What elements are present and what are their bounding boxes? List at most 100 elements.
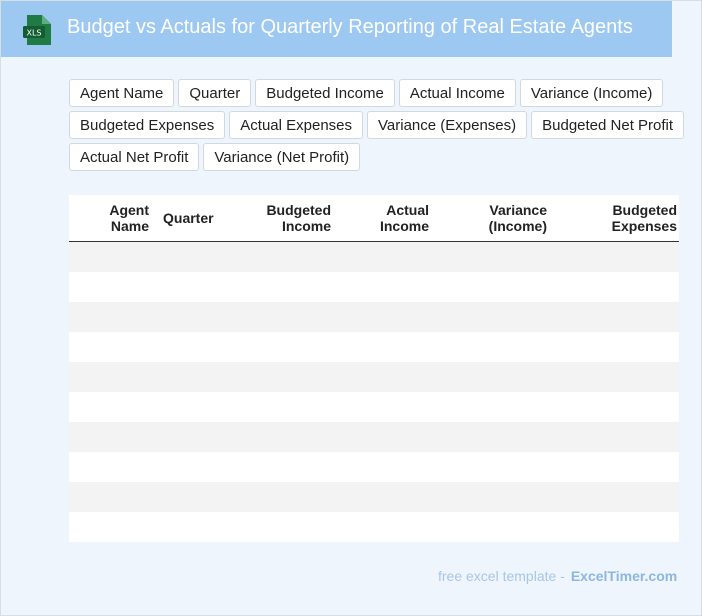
table-cell[interactable]: [431, 482, 549, 512]
table-cell[interactable]: [69, 392, 151, 422]
column-header[interactable]: Actual Income: [333, 195, 431, 242]
table-cell[interactable]: [549, 452, 679, 482]
table-cell[interactable]: [431, 422, 549, 452]
table-cell[interactable]: [333, 272, 431, 302]
column-header[interactable]: Variance (Income): [431, 195, 549, 242]
table-cell[interactable]: [151, 302, 221, 332]
table-cell[interactable]: [431, 272, 549, 302]
xls-icon-label: XLS: [26, 29, 41, 38]
table-cell[interactable]: [221, 452, 333, 482]
table-cell[interactable]: [549, 392, 679, 422]
column-chip[interactable]: Agent Name: [69, 79, 175, 107]
table-cell[interactable]: [431, 362, 549, 392]
table-cell[interactable]: [221, 272, 333, 302]
data-table-container: Agent Name Quarter Budgeted Income Actual Inco…: [69, 195, 679, 542]
column-chip[interactable]: Quarter: [178, 79, 252, 107]
table-cell[interactable]: [549, 272, 679, 302]
xls-file-icon: XLS: [23, 15, 51, 45]
table-cell[interactable]: [69, 422, 151, 452]
table-cell[interactable]: [221, 422, 333, 452]
column-header-label: Income: [379, 218, 429, 234]
table-cell[interactable]: [151, 362, 221, 392]
footer-brand-link[interactable]: ExcelTimer.com: [570, 568, 678, 584]
table-cell[interactable]: [431, 452, 549, 482]
column-chip[interactable]: Variance (Net Profit): [203, 143, 361, 171]
table-cell[interactable]: [151, 482, 221, 512]
table-cell[interactable]: [549, 362, 679, 392]
footer-credit: free excel template - ExcelTimer.com: [438, 568, 677, 584]
table-cell[interactable]: [431, 512, 549, 542]
column-chip[interactable]: Budgeted Income: [255, 79, 395, 107]
table-cell[interactable]: [221, 302, 333, 332]
table-cell[interactable]: [549, 482, 679, 512]
table-cell[interactable]: [69, 241, 151, 272]
table-cell[interactable]: [151, 512, 221, 542]
table-cell[interactable]: [333, 392, 431, 422]
table-cell[interactable]: [333, 482, 431, 512]
column-chip[interactable]: Variance (Income): [519, 79, 664, 107]
table-body: [69, 241, 679, 543]
table-row: [69, 332, 679, 362]
table-cell[interactable]: [69, 302, 151, 332]
table-row: [69, 452, 679, 482]
table-cell[interactable]: [221, 512, 333, 542]
column-header-label: Income: [281, 218, 331, 234]
table-cell[interactable]: [221, 241, 333, 272]
table-cell[interactable]: [69, 512, 151, 542]
table-cell[interactable]: [333, 332, 431, 362]
table-cell[interactable]: [221, 392, 333, 422]
table-cell[interactable]: [151, 422, 221, 452]
page-title: Budget vs Actuals for Quarterly Reportin…: [67, 16, 633, 38]
table-row: [69, 362, 679, 392]
table-cell[interactable]: [221, 332, 333, 362]
column-chip[interactable]: Budgeted Net Profit: [531, 111, 685, 139]
table-cell[interactable]: [69, 332, 151, 362]
table-cell[interactable]: [69, 452, 151, 482]
table-header-row: Agent Name Quarter Budgeted Income Actual Inco…: [69, 195, 679, 242]
table-row: [69, 422, 679, 452]
column-header[interactable]: Budgeted Income: [221, 195, 333, 242]
table-cell[interactable]: [151, 332, 221, 362]
table-cell[interactable]: [333, 422, 431, 452]
column-header[interactable]: Quarter: [151, 195, 221, 242]
table-row: [69, 512, 679, 542]
table-cell[interactable]: [221, 482, 333, 512]
table-cell[interactable]: [151, 272, 221, 302]
data-table: Agent Name Quarter Budgeted Income Actual Inco…: [69, 195, 679, 542]
table-cell[interactable]: [333, 512, 431, 542]
table-cell[interactable]: [69, 482, 151, 512]
table-cell[interactable]: [549, 332, 679, 362]
column-chip[interactable]: Variance (Expenses): [367, 111, 528, 139]
table-cell[interactable]: [431, 302, 549, 332]
table-cell[interactable]: [151, 392, 221, 422]
column-header-label: Quarter: [163, 210, 214, 226]
column-header[interactable]: Budgeted Expenses: [549, 195, 679, 242]
column-header[interactable]: Agent Name: [69, 195, 151, 242]
column-header-label: (Income): [488, 218, 547, 234]
table-cell[interactable]: [69, 362, 151, 392]
table-cell[interactable]: [431, 392, 549, 422]
table-cell[interactable]: [549, 302, 679, 332]
table-cell[interactable]: [549, 422, 679, 452]
table-cell[interactable]: [221, 362, 333, 392]
column-header-label: Actual: [386, 202, 429, 218]
column-header-label: Name: [110, 218, 149, 234]
table-cell[interactable]: [549, 241, 679, 272]
column-chip[interactable]: Budgeted Expenses: [69, 111, 226, 139]
column-chip[interactable]: Actual Net Profit: [69, 143, 200, 171]
column-chip[interactable]: Actual Expenses: [229, 111, 364, 139]
table-cell[interactable]: [151, 241, 221, 272]
table-cell[interactable]: [431, 332, 549, 362]
table-cell[interactable]: [69, 272, 151, 302]
table-cell[interactable]: [333, 302, 431, 332]
table-cell[interactable]: [431, 241, 549, 272]
table-cell[interactable]: [333, 452, 431, 482]
footer-text: free excel template -: [438, 568, 565, 584]
table-cell[interactable]: [549, 512, 679, 542]
table-row: [69, 392, 679, 422]
column-chip[interactable]: Actual Income: [398, 79, 516, 107]
table-cell[interactable]: [151, 452, 221, 482]
table-cell[interactable]: [333, 362, 431, 392]
table-cell[interactable]: [333, 241, 431, 272]
